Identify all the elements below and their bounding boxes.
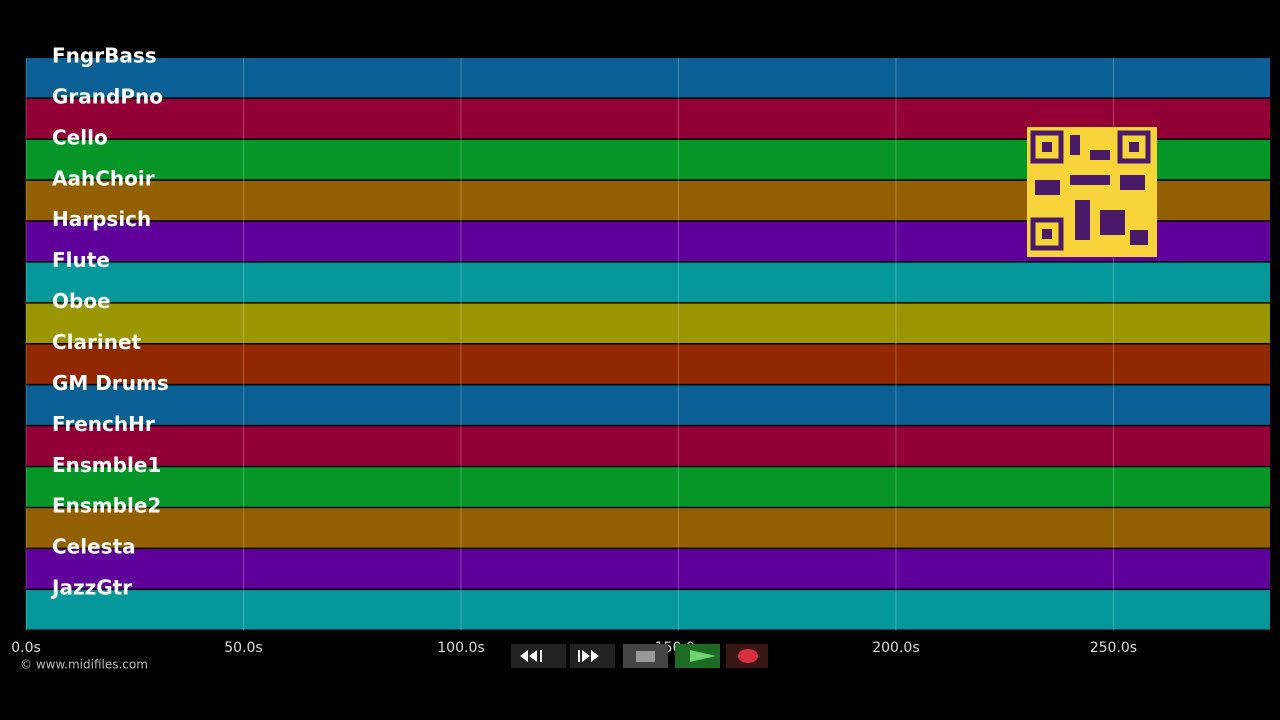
play-icon	[690, 650, 716, 662]
track-label: Ensmble1	[52, 453, 161, 477]
track-band	[26, 262, 1270, 303]
track-band	[26, 385, 1270, 425]
track-label: FrenchHr	[52, 412, 155, 436]
track-label: GM Drums	[52, 371, 169, 395]
forward-icon	[578, 650, 599, 662]
tick-label: 200.0s	[872, 640, 919, 656]
track-band	[26, 344, 1270, 384]
grid	[25, 58, 1114, 631]
tick-label: 0.0s	[11, 640, 41, 656]
track-label: Flute	[52, 248, 110, 272]
track-label: Clarinet	[52, 330, 142, 354]
track-label: JazzGtr	[50, 576, 132, 600]
track-label: AahChoir	[52, 166, 155, 190]
tick-label: 250.0s	[1090, 640, 1137, 656]
track-label: Ensmble2	[52, 494, 161, 518]
track-label: FngrBass	[52, 44, 157, 68]
transport-controls	[511, 644, 768, 668]
track-band	[26, 549, 1270, 589]
track-band	[26, 303, 1270, 343]
stop-icon	[636, 651, 655, 662]
rewind-button[interactable]	[511, 644, 566, 668]
track-labels: FngrBass GrandPno Cello AahChoir Harpsich Flu…	[50, 44, 169, 600]
copyright: © www.midifiles.com	[20, 658, 148, 672]
qr-code	[1027, 127, 1157, 257]
tick-label: 50.0s	[224, 640, 262, 656]
record-icon	[738, 649, 758, 663]
track-band	[26, 467, 1270, 507]
track-label: Celesta	[52, 535, 136, 559]
track-band	[26, 508, 1270, 548]
track-band	[26, 58, 1270, 98]
track-label: Harpsich	[52, 207, 151, 231]
track-label: Oboe	[52, 289, 111, 313]
tick-label: 100.0s	[437, 640, 484, 656]
track-label: Cello	[52, 125, 108, 149]
track-label: GrandPno	[52, 84, 163, 108]
track-band	[26, 590, 1270, 630]
track-band	[26, 426, 1270, 466]
rewind-icon	[520, 650, 542, 662]
